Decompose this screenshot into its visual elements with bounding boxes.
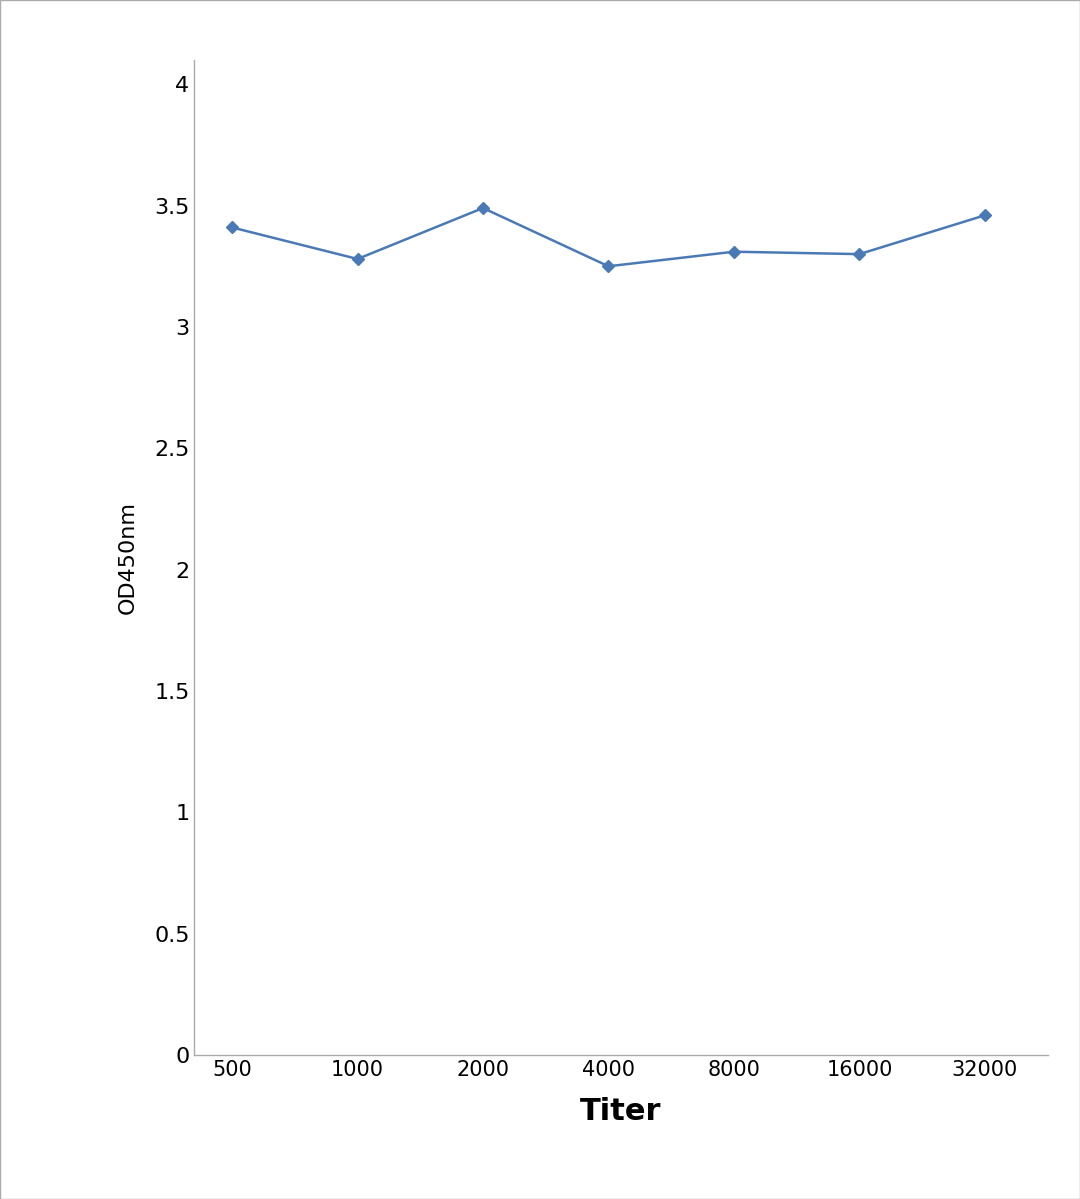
X-axis label: Titer: Titer	[580, 1097, 662, 1126]
Y-axis label: OD450nm: OD450nm	[118, 501, 137, 614]
